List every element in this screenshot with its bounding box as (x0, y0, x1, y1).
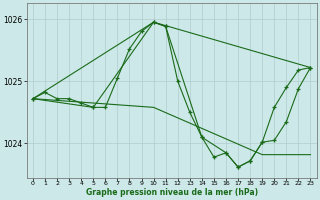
X-axis label: Graphe pression niveau de la mer (hPa): Graphe pression niveau de la mer (hPa) (86, 188, 258, 197)
